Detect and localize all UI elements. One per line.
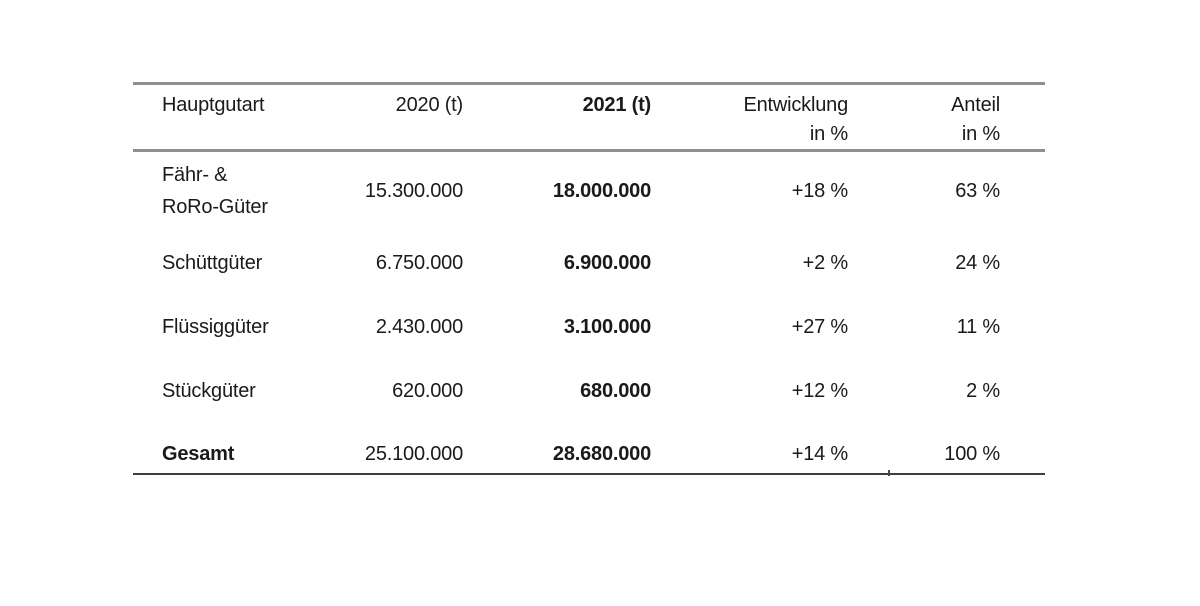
row-label-line2: RoRo-Güter: [162, 196, 268, 219]
cargo-statistics-table: Hauptgutart 2020 (t) 2021 (t) Entwicklun…: [133, 82, 1045, 475]
value-2021: 3.100.000: [563, 315, 651, 338]
header-label: Entwicklung: [743, 94, 848, 116]
value-2020: 15.300.000: [364, 180, 463, 203]
row-label: Flüssiggüter: [162, 315, 269, 338]
row-label-line1: Fähr- &: [162, 164, 228, 187]
header-label: 2021 (t): [582, 94, 652, 116]
header-label: 2020 (t): [395, 94, 464, 116]
value-2020: 25.100.000: [364, 442, 463, 465]
header-label: Anteil: [951, 94, 1000, 116]
stray-tick-mark: [888, 470, 890, 476]
value-entwicklung: +2 %: [802, 251, 849, 274]
row-label: Stückgüter: [162, 379, 256, 402]
col-header-hauptgutart: Hauptgutart: [133, 83, 333, 152]
header-row: Hauptgutart 2020 (t) 2021 (t) Entwicklun…: [133, 83, 1045, 152]
value-entwicklung: +14 %: [791, 442, 848, 465]
value-2021: 18.000.000: [552, 180, 651, 203]
value-entwicklung: +27 %: [791, 315, 848, 338]
value-anteil: 11 %: [956, 315, 1001, 338]
row-label: Fähr- & RoRo-Güter: [133, 151, 333, 231]
value-2021: 28.680.000: [552, 442, 651, 465]
value-anteil: 24 %: [955, 251, 1000, 274]
table-header: Hauptgutart 2020 (t) 2021 (t) Entwicklun…: [133, 83, 1045, 152]
value-anteil: 63 %: [955, 180, 1000, 203]
row-label: Schüttgüter: [162, 251, 263, 274]
value-2021: 680.000: [580, 379, 651, 402]
table-row-gesamt: Gesamt 25.100.000 28.680.000 +14 % 100 %: [133, 423, 1045, 474]
table-row-stueckgueter: Stückgüter 620.000 680.000 +12 % 2 %: [133, 359, 1045, 423]
col-header-entwicklung: Entwicklung in %: [651, 83, 848, 152]
col-header-2021: 2021 (t): [463, 83, 652, 152]
table-body: Fähr- & RoRo-Güter 15.300.000 18.000.000…: [133, 151, 1045, 474]
header-sublabel-in-percent: in %: [961, 123, 1000, 145]
value-2020: 620.000: [392, 379, 463, 402]
header-sublabel-in-percent: in %: [809, 123, 848, 145]
table-row-schuettgueter: Schüttgüter 6.750.000 6.900.000 +2 % 24 …: [133, 231, 1045, 295]
table-row-fluessiggueter: Flüssiggüter 2.430.000 3.100.000 +27 % 1…: [133, 295, 1045, 359]
value-2021: 6.900.000: [563, 251, 651, 274]
value-2020: 2.430.000: [375, 315, 463, 338]
value-2020: 6.750.000: [375, 251, 463, 274]
col-header-2020: 2020 (t): [333, 83, 464, 152]
col-header-anteil: Anteil in %: [848, 83, 1045, 152]
value-entwicklung: +18 %: [791, 180, 848, 203]
row-label-total: Gesamt: [162, 442, 235, 465]
value-anteil: 2 %: [966, 379, 1000, 402]
value-anteil: 100 %: [944, 442, 1000, 465]
value-entwicklung: +12 %: [791, 379, 848, 402]
header-label: Hauptgutart: [162, 94, 265, 116]
table-row-faehr-roro-gueter: Fähr- & RoRo-Güter 15.300.000 18.000.000…: [133, 151, 1045, 231]
